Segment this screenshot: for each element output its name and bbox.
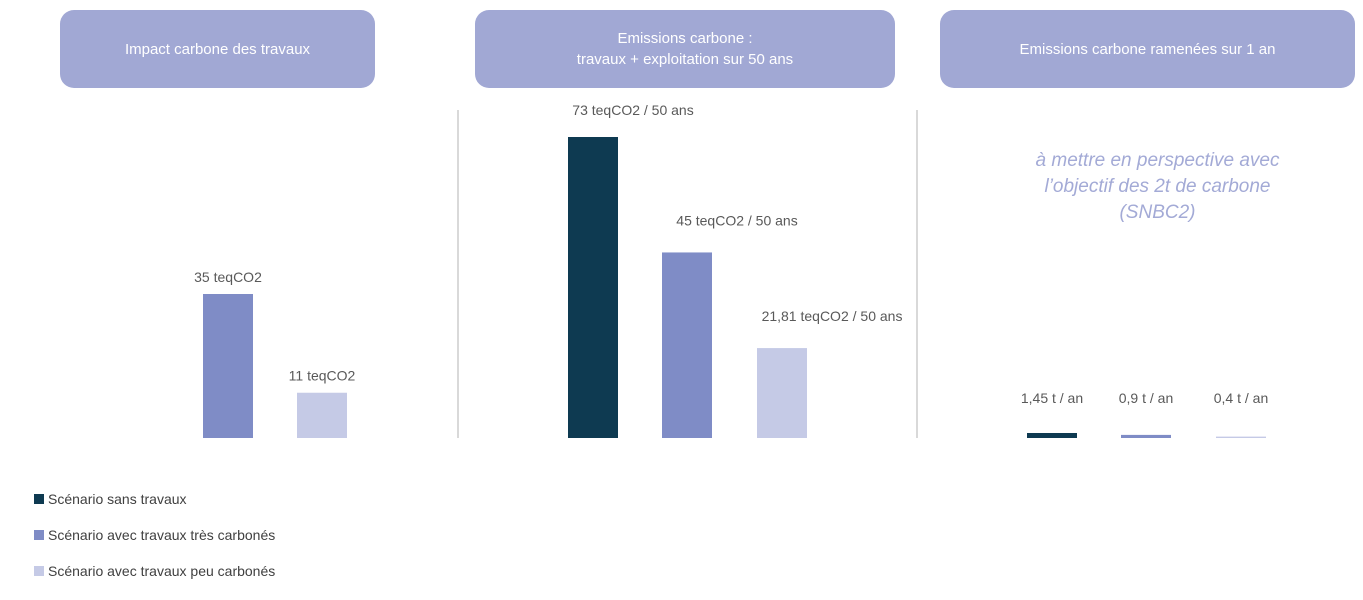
legend: Scénario sans travaux Scénario avec trav… (34, 491, 276, 600)
bar-value-label: 35 teqCO2 (194, 269, 262, 285)
bar (1027, 433, 1077, 438)
bar-value-label: 0,9 t / an (1119, 390, 1173, 406)
bar-value-label: 0,4 t / an (1214, 390, 1268, 406)
note-line: à mettre en perspective avec (1035, 150, 1280, 171)
legend-swatch (34, 530, 44, 540)
legend-swatch (34, 494, 44, 504)
bar (568, 137, 618, 438)
bar-value-label: 21,81 teqCO2 / 50 ans (762, 308, 903, 324)
note-line: (SNBC2) (1119, 202, 1196, 223)
perspective-note: à mettre en perspective avec l’objectif … (985, 148, 1330, 226)
legend-item-tres-carbones: Scénario avec travaux très carbonés (34, 527, 276, 543)
bar (203, 294, 253, 438)
panel-title-line: Emissions carbone : (617, 30, 753, 47)
note-line: l’objectif des 2t de carbone (1044, 176, 1271, 197)
bar-charts: 35 teqCO2 11 teqCO2 73 teqCO2 / 50 ans 45 t… (194, 102, 1268, 438)
panel-divider (457, 110, 459, 438)
panel-divider (916, 110, 918, 438)
bar (1216, 436, 1266, 438)
panel-title-emissions-50-ans: Emissions carbone : travaux + exploitati… (475, 10, 895, 88)
bar-value-label: 73 teqCO2 / 50 ans (572, 102, 693, 118)
panel-title-emissions-1-an: Emissions carbone ramenées sur 1 an (940, 10, 1355, 88)
bar (757, 348, 807, 438)
bar (297, 392, 347, 438)
bar (662, 252, 712, 438)
bar (1121, 434, 1171, 438)
legend-item-sans-travaux: Scénario sans travaux (34, 491, 275, 507)
panel-title-line: Emissions carbone ramenées sur 1 an (1019, 40, 1276, 58)
bar-value-label: 1,45 t / an (1021, 390, 1083, 406)
panel-title-line: travaux + exploitation sur 50 ans (576, 51, 794, 68)
legend-swatch (34, 566, 44, 576)
legend-item-peu-carbones: Scénario avec travaux peu carbonés (34, 563, 276, 579)
panel-title-line: Impact carbone des travaux (124, 40, 311, 58)
bar-value-label: 45 teqCO2 / 50 ans (676, 212, 797, 228)
panel-title-impact-travaux: Impact carbone des travaux (60, 10, 375, 88)
legend-label: Scénario avec travaux peu carbonés (48, 563, 276, 579)
legend-label: Scénario sans travaux (48, 491, 187, 507)
bar-value-label: 11 teqCO2 (289, 368, 356, 384)
legend-label: Scénario avec travaux très carbonés (48, 527, 276, 543)
